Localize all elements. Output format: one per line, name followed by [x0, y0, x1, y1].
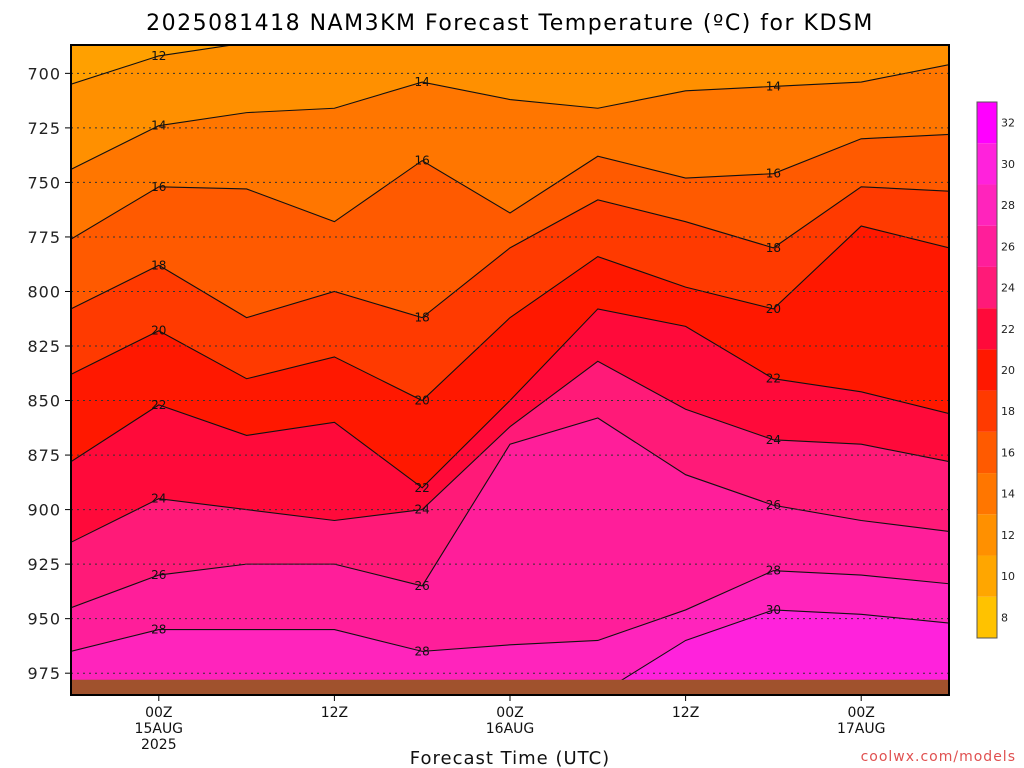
- contour-label: 28: [766, 564, 781, 578]
- colorbar-label: 12: [1001, 529, 1015, 542]
- colorbar-swatch: [977, 184, 997, 226]
- contour-label: 26: [415, 579, 430, 593]
- colorbar-label: 8: [1001, 611, 1008, 624]
- colorbar-label: 30: [1001, 158, 1015, 171]
- contour-label: 22: [151, 398, 166, 412]
- contour-label: 26: [766, 498, 781, 512]
- colorbar-frame: [976, 101, 998, 639]
- y-tick-label: 800: [27, 282, 61, 301]
- y-tick-label: 950: [27, 610, 61, 629]
- colorbar-label: 20: [1001, 364, 1015, 377]
- colorbar-swatch: [977, 102, 997, 144]
- y-tick-label: 875: [27, 446, 61, 465]
- contour-label: 16: [415, 154, 430, 168]
- contour-label: 28: [151, 623, 166, 637]
- colorbar-swatch: [977, 308, 997, 350]
- credit-text: coolwx.com/models: [861, 749, 1016, 765]
- x-tick-label: 00Z: [496, 705, 523, 721]
- contour-label: 28: [415, 644, 430, 658]
- y-tick-label: 700: [27, 64, 61, 83]
- contour-label: 20: [151, 324, 166, 338]
- contour-label: 14: [766, 79, 781, 93]
- contour-label: 16: [151, 180, 166, 194]
- colorbar-swatch: [977, 225, 997, 267]
- contour-label: 20: [415, 394, 430, 408]
- colorbar-label: 18: [1001, 405, 1015, 418]
- contour-line-16: [71, 133, 949, 240]
- chart-title: 2025081418 NAM3KM Forecast Temperature (…: [146, 11, 874, 36]
- ground-surface: [71, 679, 949, 695]
- colorbar-swatch: [977, 555, 997, 597]
- colorbar-label: 14: [1001, 488, 1015, 501]
- x-tick-label: 16AUG: [486, 721, 535, 737]
- contour-label: 20: [766, 302, 781, 316]
- x-tick-label: 2025: [141, 737, 177, 753]
- contour-label: 24: [415, 503, 430, 517]
- contour-label: 26: [151, 568, 166, 582]
- contour-label: 12: [151, 49, 166, 63]
- y-axis: 700 725 750 775 800 825 850 875 900 925 950 975: [27, 64, 71, 683]
- colorbar-swatch: [977, 596, 997, 638]
- colorbar-swatch: [977, 473, 997, 515]
- x-tick-label: 12Z: [672, 705, 699, 721]
- colorbar-label: 10: [1001, 570, 1015, 583]
- colorbar-swatch: [977, 143, 997, 185]
- colorbar-label: 32: [1001, 117, 1015, 130]
- contour-label: 18: [415, 311, 430, 325]
- y-tick-label: 900: [27, 501, 61, 520]
- y-tick-label: 850: [27, 392, 61, 411]
- contour-label: 22: [766, 372, 781, 386]
- contour-label: 14: [151, 119, 166, 133]
- grid-lines: [71, 72, 949, 674]
- y-tick-label: 925: [27, 555, 61, 574]
- contour-line-26: [71, 417, 949, 609]
- colorbar-label: 24: [1001, 282, 1015, 295]
- x-tick-label: 00Z: [145, 705, 172, 721]
- colorbar-swatch: [977, 349, 997, 391]
- contour-label: 30: [766, 603, 781, 617]
- y-tick-label: 825: [27, 337, 61, 356]
- contour-label: 16: [766, 167, 781, 181]
- contour-line-12: [71, 45, 236, 85]
- contour-label: 14: [415, 75, 430, 89]
- x-tick-label: 12Z: [321, 705, 348, 721]
- contour-label: 24: [151, 492, 166, 506]
- contour-label: 18: [151, 258, 166, 272]
- y-tick-label: 750: [27, 173, 61, 192]
- contour-lines: [71, 45, 949, 695]
- colorbar: 8 10 12 14 16 18 20 22 24 26 28 30 32: [976, 101, 1015, 639]
- contour-labels: 12 14 14 14 16 16 16 18 18 18 20 20 20 22 22 22 24 24 24 26…: [151, 49, 781, 658]
- fill-band-30: [71, 609, 949, 695]
- y-tick-label: 975: [27, 664, 61, 683]
- x-tick-label: 17AUG: [837, 721, 886, 737]
- x-axis-title: Forecast Time (UTC): [410, 748, 610, 768]
- contour-line-28: [71, 570, 949, 652]
- colorbar-label: 16: [1001, 446, 1015, 459]
- colorbar-swatch: [977, 431, 997, 474]
- temperature-fill: [71, 45, 949, 695]
- contour-line-30: [71, 609, 949, 695]
- colorbar-swatch: [977, 390, 997, 432]
- contour-line-20: [71, 225, 949, 402]
- contour-line-24: [71, 360, 949, 543]
- x-tick-label: 00Z: [847, 705, 874, 721]
- colorbar-label: 28: [1001, 199, 1015, 212]
- colorbar-swatch: [977, 266, 997, 309]
- x-tick-label: 15AUG: [135, 721, 184, 737]
- contour-line-14: [71, 64, 949, 170]
- colorbar-swatch: [977, 514, 997, 556]
- colorbar-label: 22: [1001, 323, 1015, 336]
- contour-label: 22: [415, 481, 430, 495]
- y-tick-label: 775: [27, 228, 61, 247]
- contour-line-18: [71, 186, 949, 319]
- colorbar-label: 26: [1001, 240, 1015, 253]
- y-tick-label: 725: [27, 119, 61, 138]
- contour-label: 18: [766, 241, 781, 255]
- contour-label: 24: [766, 433, 781, 447]
